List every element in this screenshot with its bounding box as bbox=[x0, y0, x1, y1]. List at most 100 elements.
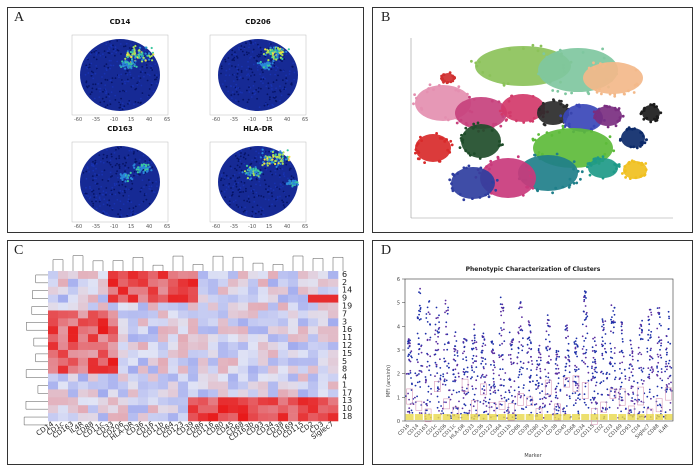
box-outline bbox=[517, 393, 524, 406]
tsne-point bbox=[241, 50, 244, 53]
heatmap-cell bbox=[78, 326, 89, 335]
tsne-point bbox=[256, 66, 259, 68]
tsne-point bbox=[251, 71, 254, 74]
heatmap-cell bbox=[208, 349, 219, 359]
tsne-point bbox=[139, 68, 142, 70]
heatmap-cell bbox=[328, 357, 339, 367]
violin-point bbox=[409, 369, 412, 372]
heatmap-cell bbox=[118, 310, 129, 319]
violin-point bbox=[664, 411, 667, 414]
heatmap-cell bbox=[108, 349, 119, 359]
tsne-point bbox=[255, 150, 257, 153]
cluster-point bbox=[551, 89, 555, 92]
violin-point bbox=[631, 365, 633, 367]
heatmap-cell bbox=[188, 302, 199, 311]
tsne-point bbox=[236, 91, 238, 93]
tsne-point bbox=[256, 97, 258, 100]
violin-point bbox=[608, 406, 611, 409]
violin-point bbox=[520, 366, 523, 369]
y-tick-label: 6 bbox=[397, 277, 400, 283]
marker-label: CD3 bbox=[603, 423, 615, 435]
violin-point bbox=[473, 337, 476, 339]
cluster-point bbox=[423, 161, 426, 165]
tsne-hot-point bbox=[129, 171, 132, 174]
violin-point bbox=[435, 365, 438, 368]
tsne-point bbox=[85, 186, 87, 189]
violin-point bbox=[484, 396, 487, 399]
heatmap-cell bbox=[48, 381, 59, 390]
tsne-point bbox=[241, 65, 243, 68]
violin-point bbox=[534, 403, 536, 406]
violin-point bbox=[522, 367, 524, 369]
tsne-tick: -60 bbox=[212, 117, 220, 123]
violin-point bbox=[564, 366, 567, 368]
tsne-point bbox=[282, 173, 285, 176]
violin-point bbox=[666, 388, 668, 391]
heatmap-cell bbox=[68, 294, 79, 303]
heatmap-cell bbox=[168, 302, 179, 311]
cluster-point bbox=[590, 130, 593, 133]
density-base bbox=[645, 414, 654, 420]
violin-point bbox=[498, 374, 500, 377]
heatmap-cell bbox=[98, 302, 109, 311]
violin-point bbox=[408, 344, 411, 347]
violin-point bbox=[543, 405, 546, 408]
violin-point bbox=[494, 389, 496, 392]
tsne-point bbox=[237, 158, 240, 161]
tsne-point bbox=[283, 172, 285, 174]
tsne-hot-point bbox=[129, 177, 133, 180]
violin-point bbox=[414, 396, 416, 399]
tsne-hot-point bbox=[264, 48, 267, 51]
violin-point bbox=[568, 371, 571, 374]
violin-CD11c bbox=[450, 331, 460, 420]
tsne-point bbox=[227, 57, 230, 59]
violin-point bbox=[591, 396, 594, 399]
violin-point bbox=[418, 369, 421, 372]
heatmap-cell bbox=[318, 342, 329, 351]
violin-point bbox=[632, 368, 634, 370]
heatmap-cell bbox=[228, 413, 239, 422]
violin-point bbox=[538, 351, 541, 354]
violin-point bbox=[658, 307, 661, 309]
violin-point bbox=[647, 333, 649, 336]
tsne-point bbox=[150, 185, 153, 188]
heatmap-cell bbox=[178, 381, 189, 390]
tsne-tick: -10 bbox=[110, 117, 118, 123]
col-dendro-branch bbox=[272, 264, 284, 271]
violin-point bbox=[665, 363, 667, 365]
heatmap-cell bbox=[148, 278, 159, 288]
violin-point bbox=[410, 409, 413, 412]
violin-point bbox=[521, 349, 524, 352]
cluster-point bbox=[467, 151, 470, 155]
violin-point bbox=[547, 345, 549, 348]
violin-point bbox=[480, 376, 482, 379]
violin-point bbox=[441, 410, 443, 412]
tsne-hot-point bbox=[271, 150, 274, 154]
cluster-point bbox=[649, 103, 652, 107]
tsne-hot-point bbox=[150, 169, 153, 172]
tsne-point bbox=[132, 207, 135, 209]
tsne-point bbox=[108, 59, 111, 62]
tsne-point bbox=[268, 42, 271, 45]
violin-point bbox=[440, 405, 442, 407]
heatmap-cell bbox=[248, 334, 259, 343]
violin-point bbox=[510, 386, 512, 388]
heatmap-cell bbox=[78, 397, 89, 406]
tsne-point bbox=[268, 192, 270, 195]
heatmap-cell bbox=[218, 381, 229, 390]
tsne-point bbox=[86, 57, 89, 60]
violin-point bbox=[556, 397, 559, 400]
tsne-hot-point bbox=[263, 156, 266, 159]
cluster-point bbox=[494, 188, 498, 192]
violin-point bbox=[493, 381, 495, 383]
tsne-point bbox=[127, 154, 130, 157]
density-base bbox=[479, 414, 488, 420]
violin-point bbox=[466, 412, 469, 415]
violin-point bbox=[604, 347, 606, 350]
tsne-point bbox=[258, 106, 261, 109]
heatmap-cell bbox=[118, 278, 129, 288]
heatmap-cell bbox=[258, 334, 269, 343]
violin-point bbox=[473, 341, 476, 344]
violin-point bbox=[547, 376, 550, 379]
violin-point bbox=[574, 381, 577, 384]
